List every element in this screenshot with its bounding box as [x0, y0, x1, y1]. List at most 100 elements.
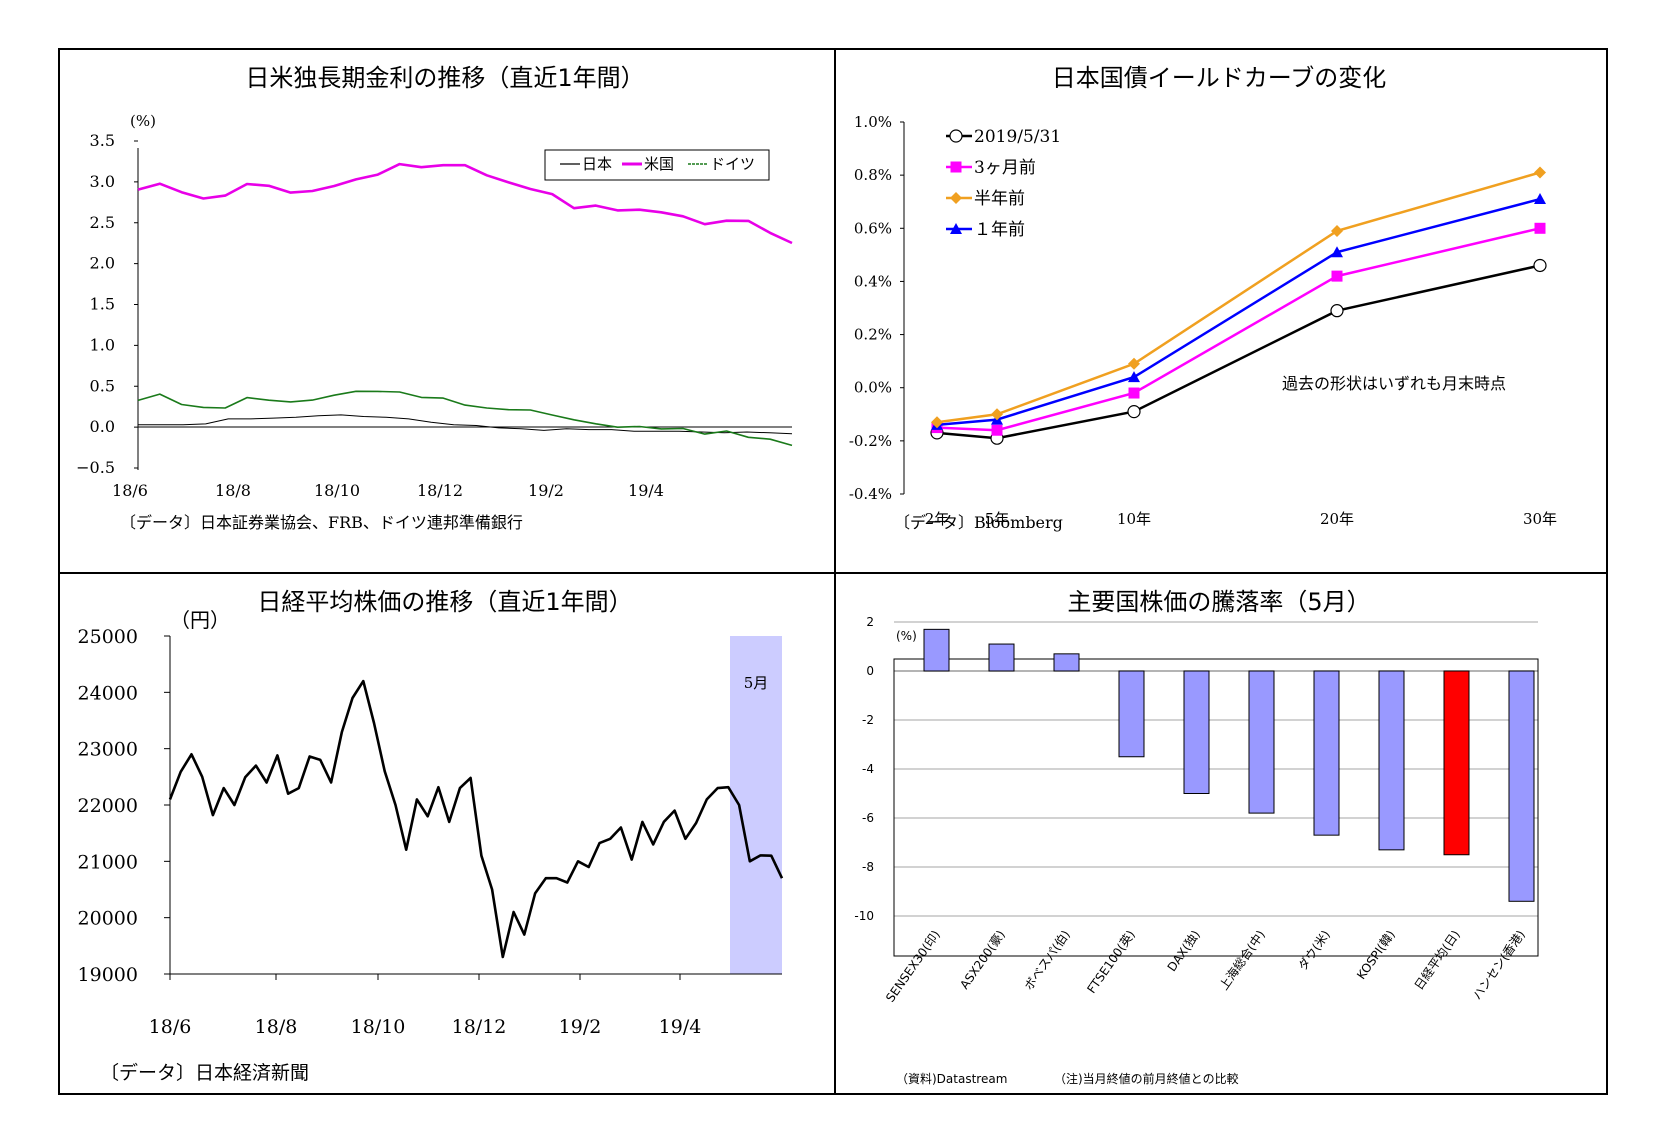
nikkei-x-tick: 19/4 [659, 1016, 702, 1038]
yield-legend-marker [950, 192, 962, 204]
rates-title: 日米独長期金利の推移（直近1年間） [245, 64, 644, 92]
yield-legend-marker [949, 129, 963, 143]
yield-y-tick: 1.0% [854, 113, 892, 131]
rates-series-germany [137, 390, 793, 447]
world-x-label: FTSE100(英) [1084, 928, 1138, 996]
world-y-tick: -8 [862, 860, 874, 874]
rates-x-tick: 18/12 [417, 481, 463, 500]
yield-point [991, 424, 1003, 436]
rates-x-tick: 19/2 [528, 481, 564, 500]
yield-point [1128, 387, 1140, 399]
long-term-rates-chart: 日米独長期金利の推移（直近1年間） (%) 3.5 3.0 2.5 2.0 1.5 1.0… [76, 64, 793, 532]
yield-y-tick: 0.6% [854, 219, 892, 237]
legend-japan: 日本 [582, 155, 612, 173]
world-x-label: ボベスパ(伯) [1021, 927, 1073, 993]
yield-y-tick: 0.0% [854, 379, 892, 397]
world-y-tick: -2 [862, 713, 874, 727]
world-bar [1443, 670, 1470, 856]
yield-x-tick: 20年 [1320, 510, 1354, 528]
yield-x-tick: 5年 [985, 510, 1010, 528]
rates-x-tick: 19/4 [628, 481, 664, 500]
rates-series-us [137, 162, 793, 245]
rates-y-tick: −0.5 [76, 458, 115, 477]
yield-point [1127, 405, 1141, 419]
yield-x-tick: 30年 [1523, 510, 1557, 528]
nikkei-y-tick: 20000 [78, 908, 138, 930]
world-bar [1053, 653, 1080, 672]
yield-point [1534, 222, 1546, 234]
rates-x-tick: 18/6 [112, 481, 148, 500]
rates-y-tick: 1.5 [90, 295, 115, 314]
world-unit: (%) [896, 629, 917, 643]
nikkei-chart: 日経平均株価の推移（直近1年間） （円） 5月 25000 24000 23000 2… [78, 588, 784, 1084]
world-plot-frame [893, 658, 1539, 957]
world-bar [1313, 670, 1340, 836]
rates-y-tick: 2.5 [90, 213, 115, 232]
nikkei-y-tick: 25000 [78, 626, 138, 648]
yield-point [1534, 193, 1546, 205]
world-y-tick: 2 [866, 615, 874, 629]
nikkei-title: 日経平均株価の推移（直近1年間） [257, 588, 632, 616]
rates-unit: (%) [130, 112, 156, 130]
world-source: （資料)Datastream [896, 1072, 1007, 1086]
world-bar [1378, 670, 1405, 851]
yield-legend-marker [950, 161, 962, 173]
world-x-label: ダウ(米) [1295, 927, 1333, 973]
world-bar [1118, 670, 1145, 758]
nikkei-y-tick: 21000 [78, 851, 138, 873]
yield-point [1331, 270, 1343, 282]
world-x-label: ASX200(豪) [956, 927, 1007, 992]
rates-y-tick: 3.5 [90, 131, 115, 150]
yield-y-tick: 0.8% [854, 166, 892, 184]
yield-point [931, 416, 943, 429]
yield-series-line [936, 264, 1541, 440]
yield-series-line [936, 227, 1541, 432]
rates-y-tick: 3.0 [90, 172, 115, 191]
rates-y-tick: 2.0 [90, 254, 115, 273]
may-label: 5月 [744, 674, 769, 692]
rates-source: 〔データ〕日本証券業協会、FRB、ドイツ連邦準備銀行 [120, 513, 523, 532]
rates-y-tick: 1.0 [90, 335, 115, 354]
world-stocks-chart: 主要国株価の騰落率（5月） (%) 2 0 -2 -4 -6 -8 -10 SENSEX30… [854, 588, 1539, 1086]
nikkei-y-tick: 19000 [78, 964, 138, 986]
rates-x-tick: 18/8 [215, 481, 251, 500]
yield-y-tick: 0.4% [854, 272, 892, 290]
yield-y-tick: -0.2% [849, 432, 892, 450]
world-y-tick: -4 [862, 762, 874, 776]
nikkei-series-line [168, 679, 784, 959]
nikkei-y-tick: 23000 [78, 739, 138, 761]
yield-point [1533, 258, 1547, 273]
yield-legend-label: 半年前 [974, 189, 1025, 209]
yield-point [991, 408, 1003, 421]
nikkei-x-tick: 19/2 [559, 1016, 602, 1038]
rates-x-tick: 18/10 [314, 481, 360, 500]
legend-germany: ドイツ [710, 155, 755, 173]
nikkei-unit: （円） [170, 608, 230, 632]
nikkei-source: 〔データ〕日本経済新聞 [100, 1062, 309, 1084]
yield-x-tick: 2年 [925, 510, 950, 528]
yield-point [1128, 357, 1140, 370]
nikkei-y-tick: 22000 [78, 795, 138, 817]
yield-point [1330, 304, 1344, 318]
yield-title: 日本国債イールドカーブの変化 [1052, 64, 1387, 92]
yield-y-tick: -0.4% [849, 485, 892, 503]
rates-legend: 日本 米国 ドイツ [544, 149, 770, 181]
world-bar [1508, 670, 1535, 902]
report-frame [58, 48, 1608, 1095]
world-bar [1183, 670, 1210, 794]
nikkei-x-tick: 18/8 [255, 1016, 298, 1038]
yield-legend-label: 3ヶ月前 [974, 158, 1036, 178]
legend-us: 米国 [644, 155, 674, 173]
yield-legend-label: １年前 [974, 220, 1025, 240]
yield-legend-label: 2019/5/31 [974, 127, 1061, 147]
world-title: 主要国株価の騰落率（5月） [1067, 588, 1370, 616]
world-x-label: 上海総合(中) [1216, 927, 1268, 992]
world-x-label: ハンセン(香港) [1470, 928, 1528, 1003]
world-bar [988, 643, 1015, 672]
world-x-label: 日経平均(日) [1412, 928, 1463, 993]
vertical-divider [834, 50, 836, 1093]
world-bar [923, 628, 950, 672]
rates-y-tick: 0.5 [90, 376, 115, 395]
nikkei-x-tick: 18/10 [351, 1016, 406, 1038]
